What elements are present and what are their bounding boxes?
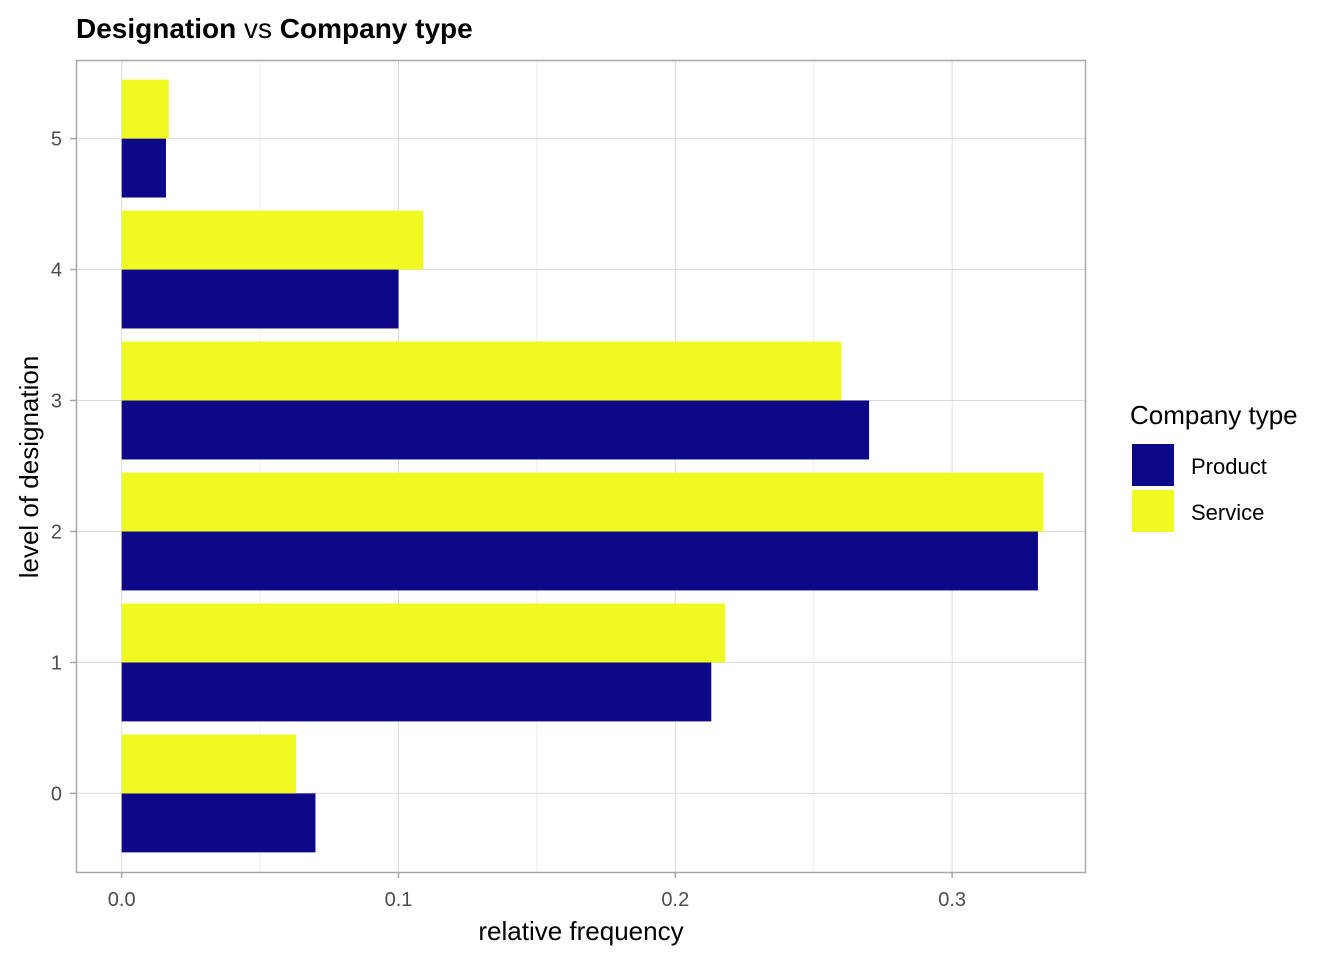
bar-product-2 (121, 531, 1038, 591)
legend: Company type Product Service (1130, 400, 1298, 532)
bar-service-3 (121, 341, 842, 401)
bar-product-1 (121, 662, 712, 722)
axis-ticks (70, 137, 953, 878)
legend-swatch-service (1132, 490, 1174, 532)
y-axis-title: level of designation (14, 356, 44, 579)
y-tick-label: 3 (51, 391, 62, 413)
bar-product-3 (121, 400, 870, 460)
bar-service-1 (121, 603, 726, 663)
bar-service-5 (121, 79, 169, 139)
title-part: Designation (76, 13, 236, 44)
x-tick-labels: 0.0 0.1 0.2 0.3 (108, 889, 966, 911)
y-tick-label: 0 (51, 783, 62, 805)
bar-service-2 (121, 472, 1044, 532)
panel-border (75, 59, 1087, 874)
x-tick-label: 0.2 (661, 889, 689, 911)
bar-product-4 (121, 269, 399, 329)
bar-product-0 (121, 793, 316, 853)
legend-label-product: Product (1191, 454, 1267, 479)
y-tick-label: 4 (51, 260, 62, 282)
bars (121, 79, 1044, 853)
y-tick-label: 1 (51, 652, 62, 674)
bar-product-5 (121, 138, 166, 198)
title-part: Company type (280, 13, 473, 44)
y-tick-label: 2 (51, 521, 62, 543)
legend-items: Product Service (1132, 444, 1267, 532)
chart-title: Designation vs Company type (76, 13, 473, 44)
bar-service-0 (121, 734, 297, 794)
legend-label-service: Service (1191, 500, 1264, 525)
x-tick-label: 0.3 (938, 889, 966, 911)
y-tick-label: 5 (51, 129, 62, 151)
bar-service-4 (121, 210, 424, 270)
x-tick-label: 0.1 (385, 889, 413, 911)
y-tick-labels: 0 1 2 3 4 5 (51, 129, 62, 806)
legend-title: Company type (1130, 400, 1298, 430)
title-part: vs (236, 13, 280, 44)
x-tick-label: 0.0 (108, 889, 136, 911)
x-axis-title: relative frequency (478, 916, 683, 946)
legend-swatch-product (1132, 444, 1174, 486)
